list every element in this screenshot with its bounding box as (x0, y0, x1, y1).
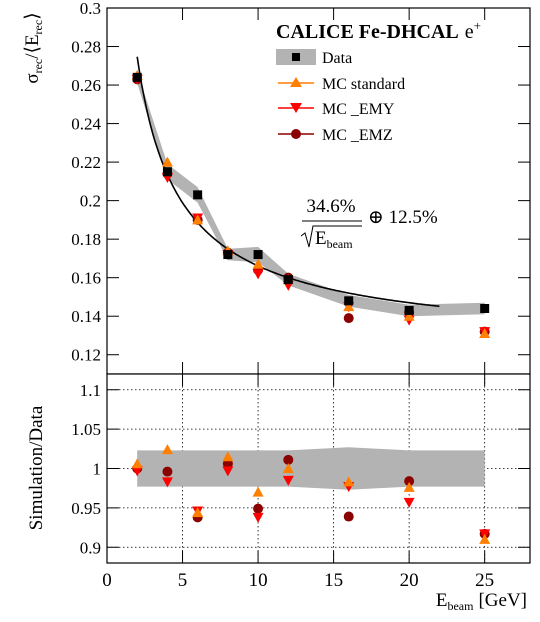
top-y-axis-label: σrec/⟨Erec⟩ (22, 12, 45, 83)
data-point (252, 486, 264, 497)
data-point (283, 454, 294, 465)
legend: Data MC standard MC _EMY MC _EMZ (276, 49, 405, 144)
ratio-uncertainty-band (137, 447, 485, 490)
data-point (131, 458, 143, 469)
legend-circle-marker (291, 129, 301, 139)
y-tick-label: 0.14 (71, 307, 101, 326)
data-point (223, 250, 233, 260)
data-point (222, 458, 233, 469)
data-point (403, 481, 415, 492)
x-tick-label: 25 (475, 570, 494, 591)
legend-label-mc-emz: MC _EMZ (322, 127, 393, 144)
legend-label-mc-standard: MC standard (322, 76, 405, 93)
ratio-panel: 0.9 0.95 1 1.05 1.1 0 5 10 15 20 25 Simulation/Da… (26, 373, 531, 613)
data-point (192, 507, 204, 518)
formula-denominator: Ebeam (315, 228, 353, 251)
data-point (404, 476, 415, 487)
data-point (403, 310, 415, 321)
top-x-ticks (106, 8, 486, 374)
data-point (252, 258, 264, 269)
data-point (479, 328, 491, 339)
legend-triangle-down-marker (290, 103, 302, 113)
y-tick-label: 0.26 (71, 76, 101, 95)
data-point (403, 497, 415, 508)
top-plot-frame (106, 7, 531, 375)
x-tick-label: 15 (324, 570, 343, 591)
data-point (480, 304, 490, 314)
y-tick-label: 0.28 (71, 38, 101, 57)
data-point (132, 72, 142, 82)
data-point (253, 250, 263, 260)
top-y-ticks: 0.12 0.14 0.16 0.18 0.2 0.22 0.24 0.26 0.28 0.3 (71, 0, 530, 365)
y-tick-label: 1 (93, 460, 102, 479)
data-point (253, 503, 264, 514)
x-axis-label: Ebeam [GeV] (436, 590, 527, 613)
y-tick-label: 0.3 (80, 0, 101, 18)
top-panel: 0.12 0.14 0.16 0.18 0.2 0.22 0.24 0.26 0.28 0.3 σ… (22, 0, 531, 375)
legend-item-mc-emy: MC _EMY (278, 101, 395, 118)
data-point (162, 466, 173, 477)
formula-sqrt-sign (300, 225, 362, 248)
data-point (162, 167, 172, 177)
legend-item-mc-standard: MC standard (278, 76, 405, 93)
data-point (479, 533, 491, 544)
y-tick-label: 0.2 (80, 192, 101, 211)
ratio-y-ticks: 0.9 0.95 1 1.05 1.1 (71, 381, 530, 557)
formula-numerator: 34.6% (306, 196, 355, 217)
data-point (404, 305, 414, 315)
data-point (222, 466, 234, 477)
ratio-data-band (137, 447, 485, 490)
y-tick-label: 0.22 (71, 153, 101, 172)
legend-triangle-up-marker (290, 77, 302, 87)
data-point (131, 466, 143, 477)
legend-label-data: Data (322, 50, 352, 67)
y-tick-label: 1.05 (71, 420, 101, 439)
data-point (161, 156, 173, 167)
top-series-markers (131, 69, 491, 339)
ratio-y-axis-label: Simulation/Data (26, 405, 47, 530)
data-point (222, 451, 234, 462)
data-point (192, 214, 204, 225)
x-tick-label: 5 (178, 570, 188, 591)
data-point (343, 511, 354, 522)
data-point (161, 444, 173, 455)
data-point (343, 313, 354, 324)
resolution-formula: 34.6% Ebeam ⊕ 12.5% (300, 196, 438, 251)
x-tick-label: 10 (249, 570, 268, 591)
y-tick-label: 0.12 (71, 346, 101, 365)
chart-title: CALICE Fe-DHCAL e+ (276, 18, 481, 43)
y-tick-label: 0.16 (71, 269, 101, 288)
ratio-series-markers (131, 444, 491, 544)
data-point (344, 296, 354, 306)
y-tick-label: 1.1 (80, 381, 101, 400)
data-point (193, 190, 203, 200)
x-tick-label: 0 (102, 570, 112, 591)
data-point (343, 476, 355, 487)
legend-item-data: Data (276, 49, 352, 67)
data-point (282, 475, 294, 486)
legend-item-mc-emz: MC _EMZ (278, 127, 393, 144)
legend-label-mc-emy: MC _EMY (322, 101, 395, 118)
data-point (252, 512, 264, 523)
y-tick-label: 0.18 (71, 230, 101, 249)
data-point (282, 463, 294, 473)
y-tick-label: 0.9 (80, 538, 101, 557)
y-tick-label: 0.24 (71, 115, 101, 134)
data-point (252, 269, 264, 280)
data-point (343, 301, 355, 312)
data-point (283, 275, 293, 285)
y-tick-label: 0.95 (71, 499, 101, 518)
data-point (161, 477, 173, 488)
x-tick-label: 20 (400, 570, 419, 591)
formula-suffix: ⊕ 12.5% (368, 207, 438, 228)
ratio-x-ticks: 0 5 10 15 20 25 (102, 374, 494, 591)
legend-square-marker (292, 53, 300, 61)
